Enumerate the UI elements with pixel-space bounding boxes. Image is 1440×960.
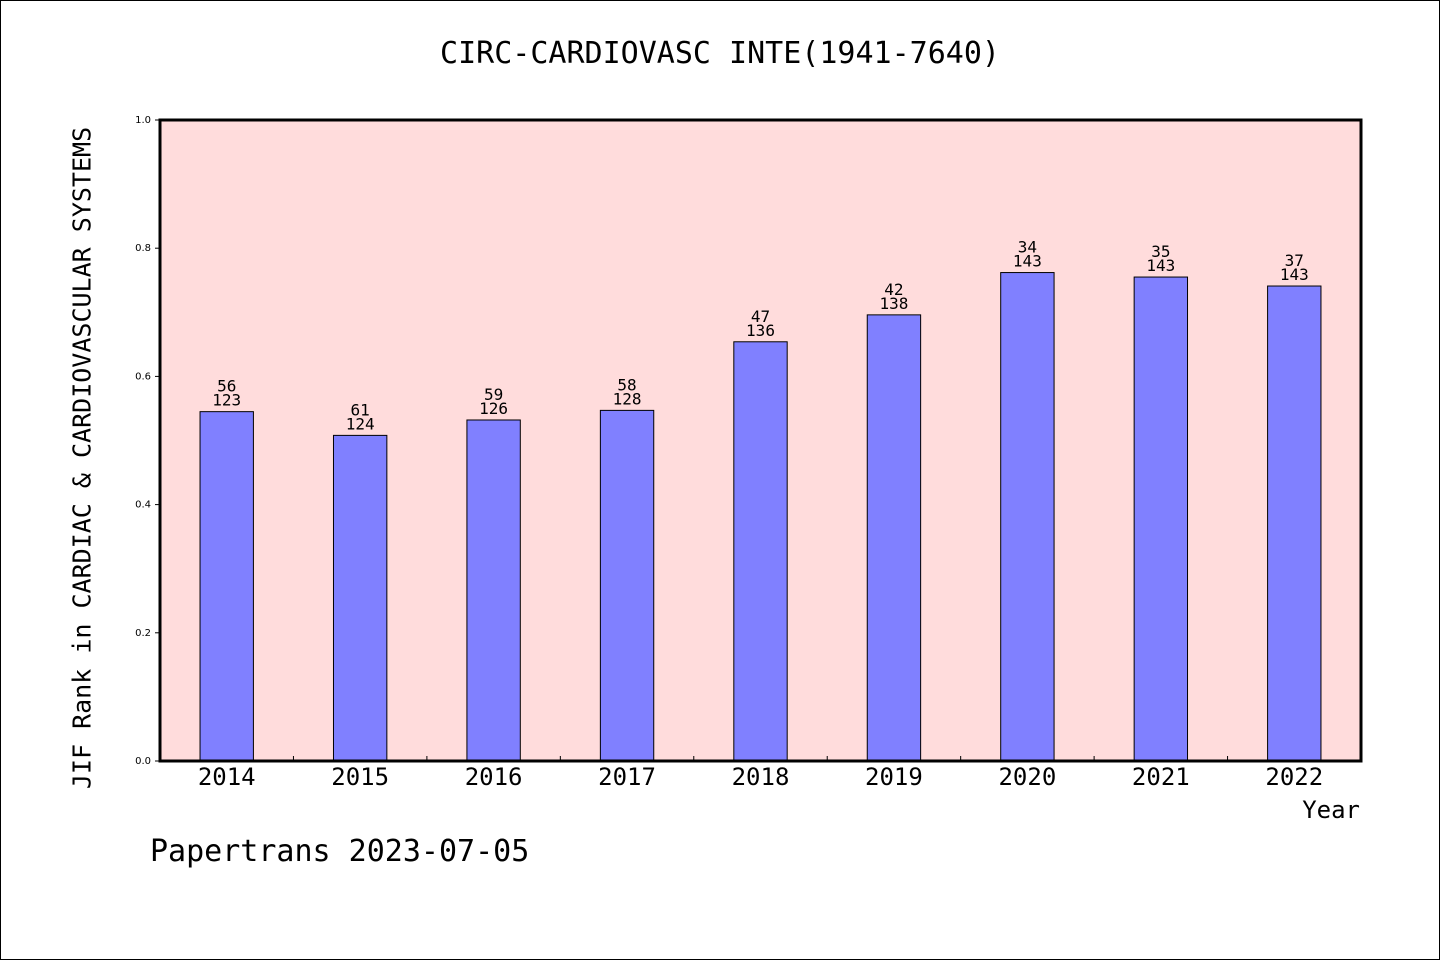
bar-2020 [1000,272,1055,762]
footer-credit: Papertrans 2023-07-05 [150,834,530,869]
bar-total-label: 126 [479,399,508,418]
bar-total-label: 143 [1146,256,1175,275]
y-tick-label: 1.0 [135,115,151,126]
bar-rank-label: 61 [351,400,370,419]
x-tick-label: 2019 [865,763,923,791]
bar-total-label: 136 [746,321,775,340]
x-tick-label: 2016 [465,763,523,791]
bar-rank-label: 42 [884,280,903,299]
x-tick-label: 2022 [1265,763,1323,791]
bar-total-label: 143 [1013,252,1042,271]
bar-total-label: 143 [1280,265,1309,284]
bar-2014 [199,411,254,762]
x-tick-label: 2014 [198,763,256,791]
bar-2016 [466,419,521,762]
bar-2019 [866,314,922,762]
plot-frame [158,118,1363,763]
bar-2015 [332,434,388,762]
bar-rank-label: 34 [1018,238,1037,257]
bar-total-label: 124 [346,414,375,433]
bar-rank-label: 37 [1285,251,1304,270]
bar-total-label: 123 [212,391,241,410]
bar-total-label: 138 [879,294,908,313]
y-tick-label: 0.8 [135,243,151,254]
x-tick-label: 2017 [598,763,656,791]
bar-2018 [733,341,788,762]
x-tick-label: 2021 [1132,763,1190,791]
chart-title: CIRC-CARDIOVASC INTE(1941-7640) [440,36,1000,71]
bar-rank-label: 35 [1151,242,1170,261]
x-tick-label: 2015 [331,763,389,791]
bar-rank-label: 58 [617,375,636,394]
y-tick-label: 0.2 [135,628,151,639]
x-axis-label: Year [1302,796,1360,824]
bar-rank-label: 56 [217,377,236,396]
bar-total-label: 128 [613,389,642,408]
bar-2022 [1267,285,1322,762]
x-tick-label: 2020 [998,763,1056,791]
y-tick-label: 0.6 [135,371,151,382]
bar-2017 [599,409,655,762]
bar-rank-label: 59 [484,385,503,404]
bar-rank-label: 47 [751,307,770,326]
y-tick-label: 0.4 [135,500,151,511]
bar-2021 [1133,276,1189,762]
x-tick-label: 2018 [732,763,790,791]
y-tick-label: 0.0 [135,756,151,767]
